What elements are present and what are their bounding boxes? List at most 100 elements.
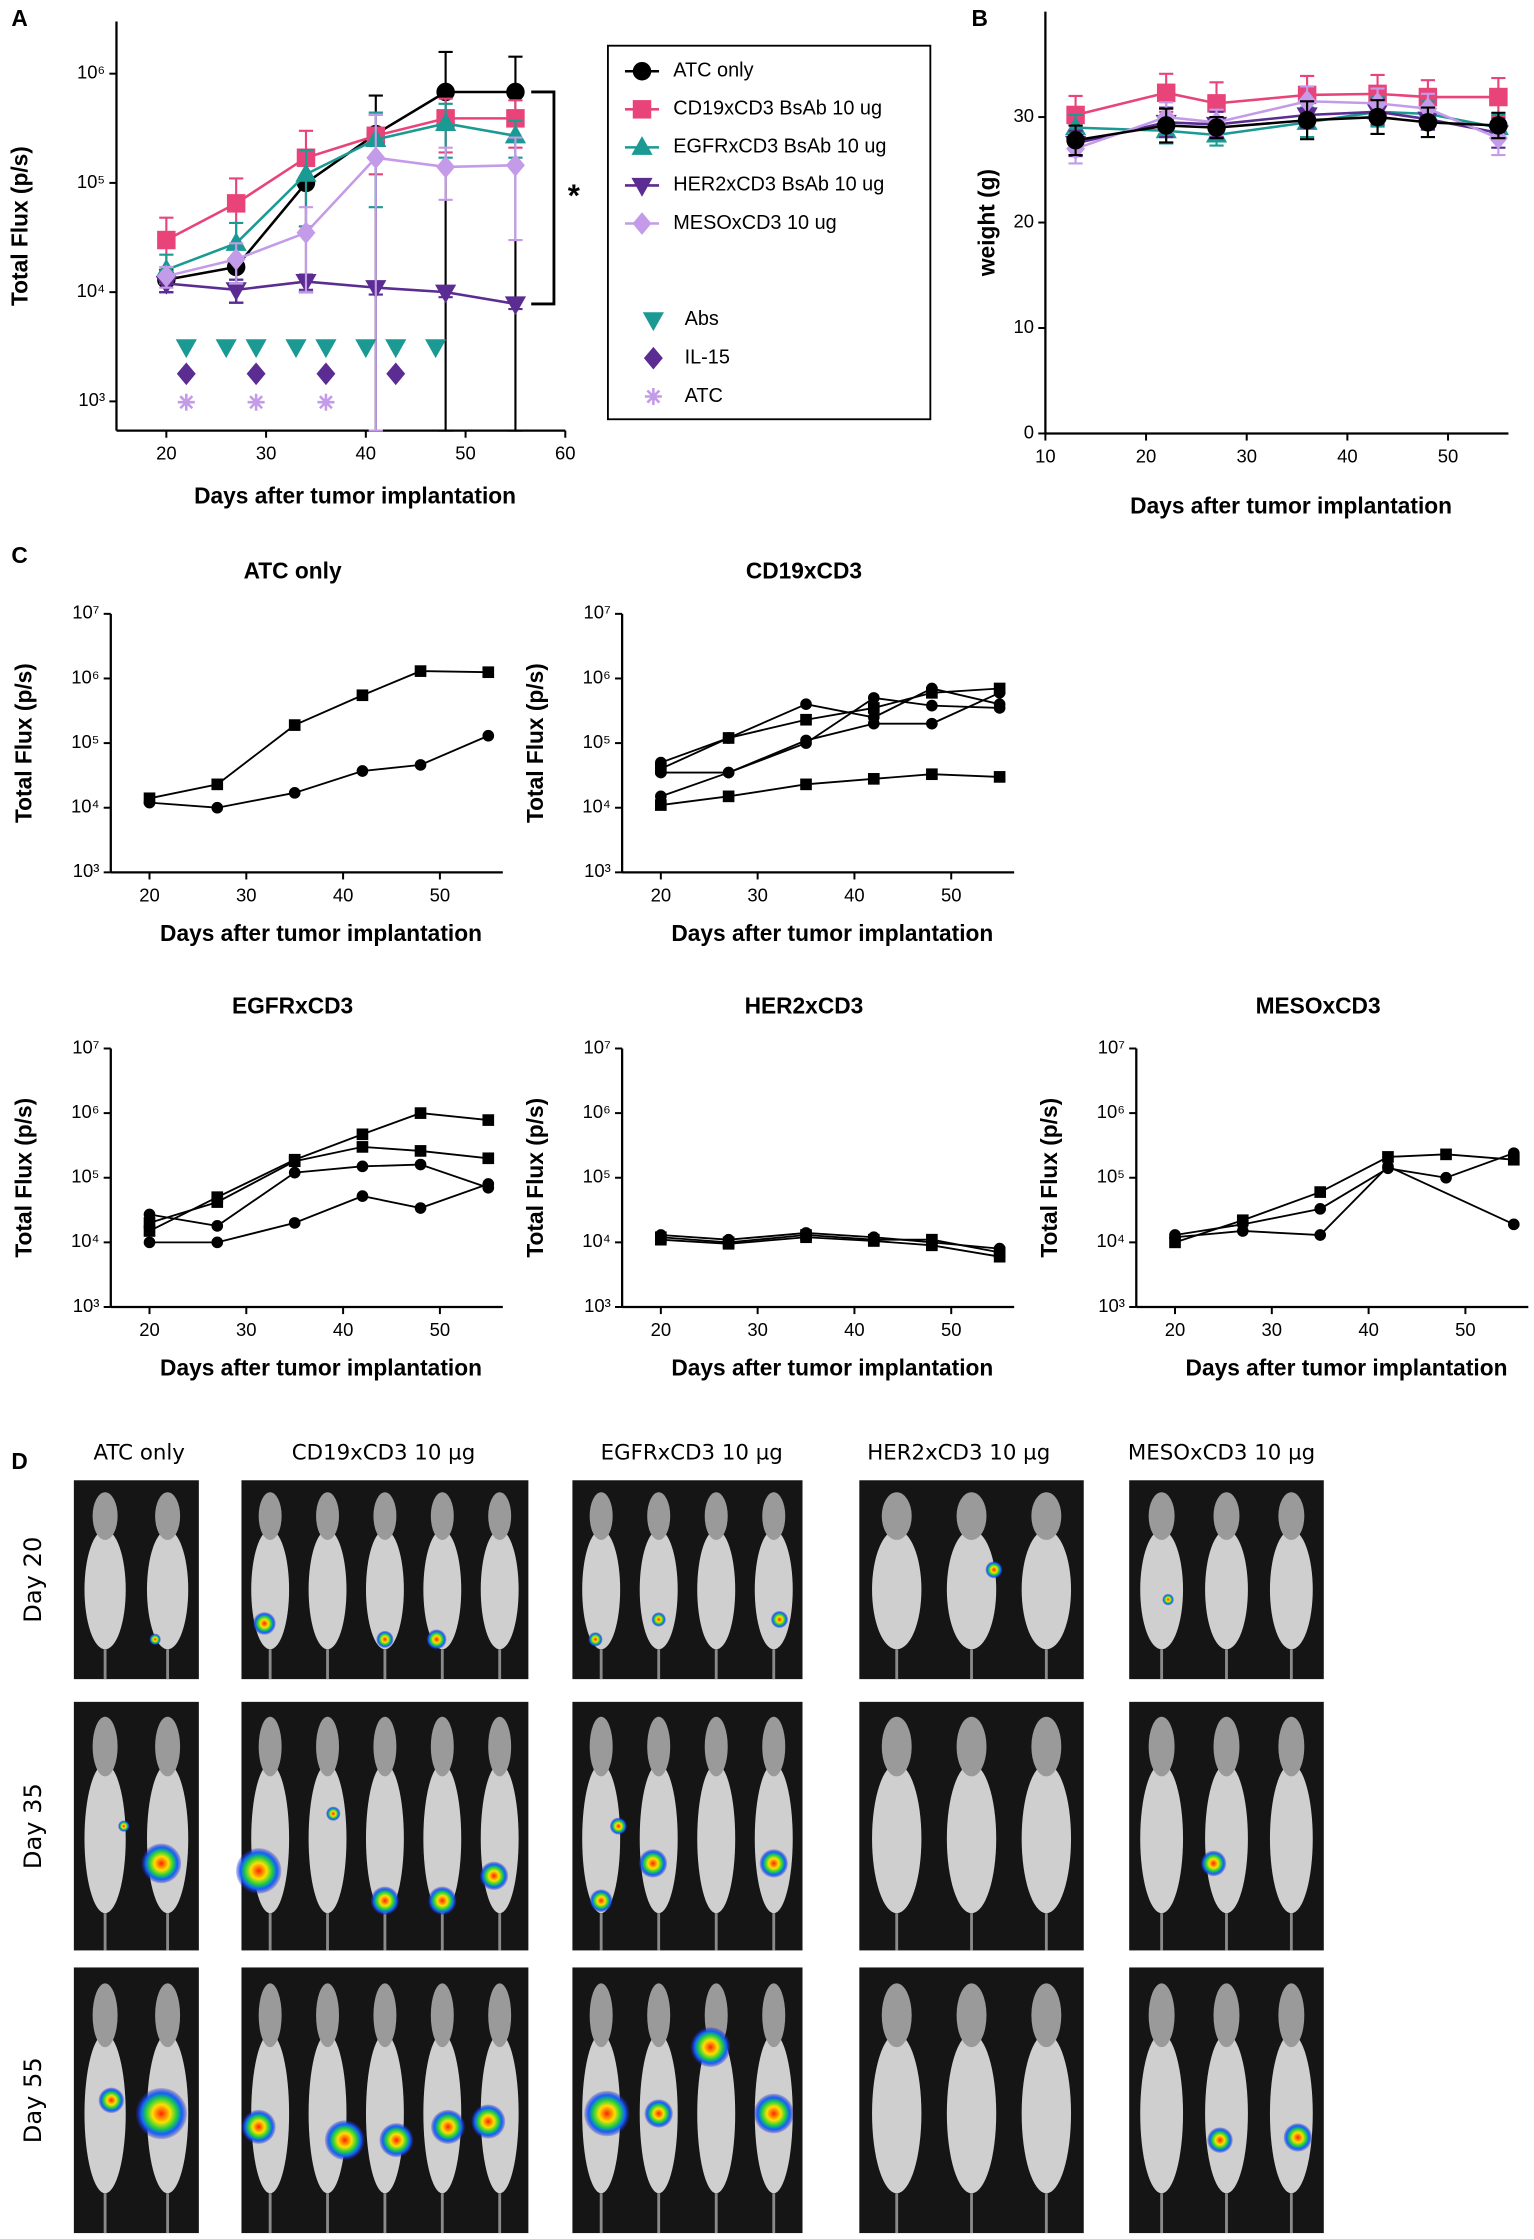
mouse-head <box>1213 1983 1240 2048</box>
mouse-head <box>373 1716 397 1777</box>
signal <box>1207 2127 1233 2153</box>
mouse-head <box>488 1716 512 1777</box>
marker <box>414 665 427 677</box>
series-line <box>165 122 516 272</box>
mouse <box>1205 1529 1248 1650</box>
series-line <box>660 687 1000 770</box>
series-line <box>1174 1152 1515 1236</box>
mouse <box>365 1763 404 1914</box>
series-line <box>165 117 516 242</box>
x-axis-label: Days after tumor implantation <box>671 920 993 946</box>
x-tick-label: 50 <box>941 1319 962 1340</box>
marker <box>176 362 196 386</box>
signal <box>589 1889 613 1913</box>
mouse <box>1205 2033 1248 2194</box>
mouse-head <box>956 1983 987 2048</box>
y-tick-label: 10⁵ <box>77 171 105 192</box>
y-tick-label: 10³ <box>1098 1295 1125 1316</box>
x-axis-label: Days after tumor implantation <box>671 1354 993 1380</box>
marker <box>1440 1148 1452 1161</box>
mouse-head <box>589 1492 613 1540</box>
x-tick-label: 60 <box>555 443 576 464</box>
marker <box>1368 107 1387 127</box>
mouse <box>365 1529 404 1650</box>
mouse-head <box>258 1492 282 1540</box>
y-axis-label: Total Flux (p/s) <box>11 1098 37 1258</box>
marker <box>1314 1203 1327 1215</box>
series-line <box>166 156 516 278</box>
signal <box>326 1806 341 1821</box>
marker <box>482 666 495 679</box>
marker <box>414 1202 427 1214</box>
marker <box>288 1155 301 1168</box>
marker <box>1489 87 1508 107</box>
marker <box>993 1250 1006 1263</box>
x-tick-label: 40 <box>1337 445 1358 466</box>
y-tick-label: 10⁷ <box>72 1036 99 1057</box>
signal <box>241 2109 276 2144</box>
mouse-head <box>488 1492 512 1540</box>
marker <box>632 212 652 235</box>
mouse <box>1021 1529 1072 1650</box>
signal <box>324 2120 365 2160</box>
marker <box>211 1220 224 1232</box>
mouse-head <box>956 1716 987 1777</box>
signal <box>584 2090 630 2137</box>
mouse <box>308 1529 347 1650</box>
x-tick-label: 30 <box>747 1319 768 1340</box>
mouse-head <box>430 1983 454 2048</box>
marker <box>867 773 880 785</box>
series-line <box>660 773 1000 806</box>
column-label: MESOxCD3 10 µg <box>1128 1440 1315 1465</box>
marker <box>1489 116 1508 135</box>
y-tick-label: 10⁷ <box>584 1036 611 1057</box>
mouse <box>1140 1529 1184 1650</box>
panel-label: C <box>11 542 27 568</box>
signal <box>98 2087 125 2114</box>
marker <box>482 729 495 742</box>
mouse <box>308 2033 347 2194</box>
signal <box>770 1610 789 1628</box>
mouse <box>365 2033 404 2194</box>
marker <box>482 1114 495 1126</box>
mouse-head <box>92 1983 118 2048</box>
marker <box>295 163 317 182</box>
marker <box>211 778 224 791</box>
mouse-head <box>258 1983 282 2048</box>
marker <box>632 62 652 81</box>
mouse-head <box>881 1716 912 1777</box>
series-line <box>660 1234 1000 1254</box>
marker <box>175 339 197 359</box>
marker <box>245 339 267 359</box>
marker <box>655 799 667 811</box>
marker <box>1314 1229 1327 1241</box>
mouse <box>1140 1763 1184 1914</box>
x-axis-label: Days after tumor implantation <box>194 482 516 508</box>
panel-label: A <box>11 5 27 31</box>
mouse <box>872 1763 922 1914</box>
mouse <box>1205 1763 1248 1914</box>
marker <box>356 1128 369 1141</box>
mouse-head <box>316 1492 340 1540</box>
x-axis-label: Days after tumor implantation <box>1130 492 1452 518</box>
marker <box>366 146 386 170</box>
marker <box>211 801 224 814</box>
y-tick-label: 10⁵ <box>583 731 611 752</box>
marker <box>1297 111 1317 130</box>
mouse <box>582 1763 621 1914</box>
y-tick-label: 20 <box>1013 210 1034 231</box>
mouse-head <box>589 1983 613 2048</box>
mouse-head <box>155 1983 181 2048</box>
series-line <box>149 734 489 809</box>
marker <box>414 1158 427 1171</box>
marker <box>993 698 1006 711</box>
marker <box>1236 1225 1249 1237</box>
legend-box <box>606 44 932 421</box>
mouse-head <box>1148 1983 1175 2048</box>
mouse <box>697 1529 736 1650</box>
legend-label: ATC only <box>673 60 753 82</box>
x-tick-label: 50 <box>941 884 962 905</box>
mouse <box>308 1763 347 1914</box>
marker <box>215 339 237 359</box>
